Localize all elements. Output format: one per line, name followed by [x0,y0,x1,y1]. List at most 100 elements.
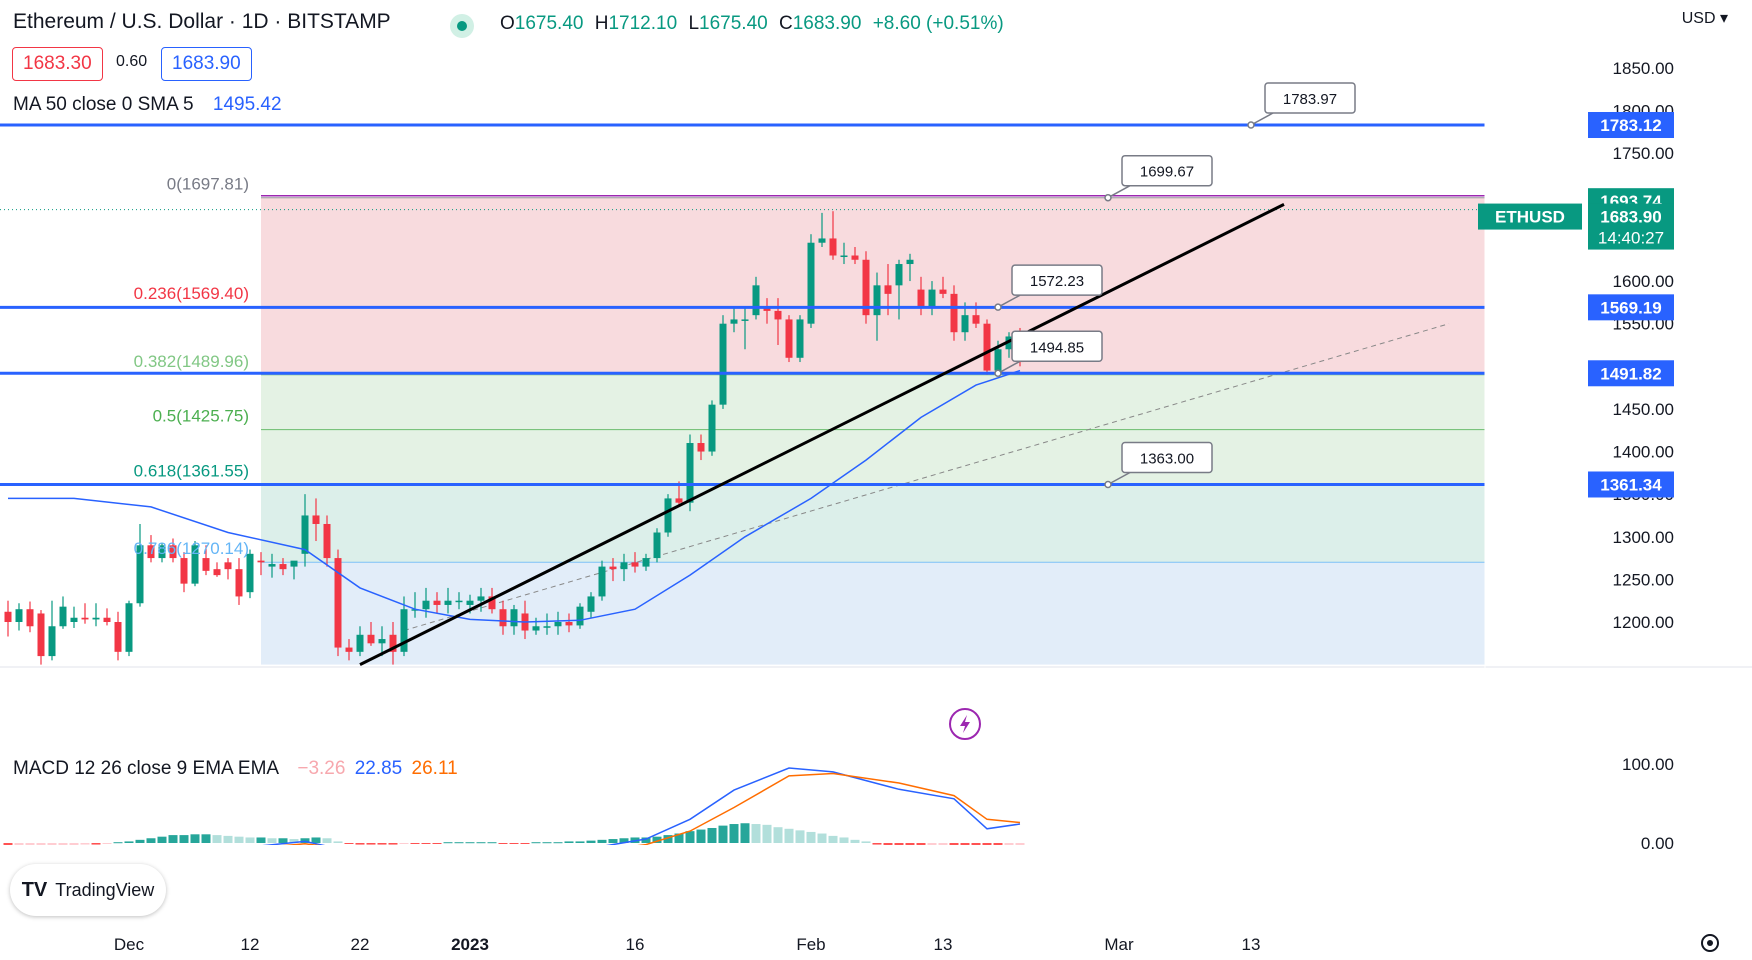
macd-histogram-bar [487,842,497,844]
macd-histogram-bar [564,841,574,843]
candle-body [873,285,881,316]
candle-body [169,545,177,559]
candle-body [103,617,111,622]
candle-body [697,443,705,452]
currency-selector[interactable]: USD ▾ [1682,8,1728,28]
chevron-down-icon: ▾ [1719,10,1728,27]
macd-histogram-bar [773,827,783,843]
callout-pointer [1107,471,1131,486]
currency-label: USD [1681,10,1716,27]
candle-body [367,634,375,644]
macd-histogram-bar [751,824,761,843]
fib-zone [261,562,1485,665]
candle-body [851,255,859,260]
candle-body [609,566,617,570]
macd-histogram-bar [883,843,893,845]
macd-histogram-bar [355,843,365,845]
callout-anchor [994,303,1002,311]
candle-body [356,634,364,652]
main-pane [0,82,1485,666]
candle-body [389,634,397,652]
candle-body [26,609,34,627]
candle-body [719,323,727,405]
level-price-tag-text: 1361.34 [1600,475,1662,494]
macd-histogram-bar [311,837,321,843]
tradingview-logo[interactable]: TV TradingView [10,864,166,916]
callout-pointer [1250,112,1274,126]
candle-body [741,319,749,321]
macd-histogram-bar [421,843,431,844]
level-price-tag [1588,294,1674,321]
fib-level-label: 0.5(1425.75) [153,407,249,426]
candle-body [928,289,936,307]
candle-body [631,562,639,567]
candle-body [895,264,903,286]
macd-histogram-bar [80,843,90,845]
y-tick-label: 1300.00 [1613,528,1674,547]
macd-histogram-bar [520,843,530,844]
macd-histogram-bar [124,841,134,843]
macd-histogram-bar [201,834,211,843]
high-label: H [594,13,609,34]
callout-anchor [1247,121,1255,129]
fib-zone [261,374,1485,430]
fib-level-label: 0.786(1270.14) [134,539,249,558]
candle-body [433,600,441,605]
macd-signal-value: 26.11 [411,758,458,779]
macd-histogram-bar [729,824,739,843]
symbol-title[interactable]: Ethereum / U.S. Dollar · 1D · BITSTAMP [13,10,391,33]
macd-histogram-bar [344,843,354,844]
level-price-tag [1588,112,1674,139]
candle-body [191,545,199,584]
visibility-eye-icon[interactable] [450,14,474,38]
candle-body [818,238,826,243]
macd-histogram-bar [619,838,629,843]
ma-legend[interactable]: MA 50 close 0 SMA 5 1495.42 [13,94,282,116]
x-tick-label: 13 [1242,935,1261,954]
lightning-icon-bolt [960,715,970,733]
macd-histogram-bar [267,838,277,843]
macd-pane [3,767,1025,845]
macd-histogram-bar [333,841,343,843]
macd-histogram-bar [608,839,618,843]
macd-histogram-bar [256,837,266,843]
ma-value: 1495.42 [212,94,282,115]
y-tick-label: 1600.00 [1613,272,1674,291]
macd-tick-label: 0.00 [1641,834,1674,853]
macd-histogram-bar [982,843,992,845]
callout-text: 1699.67 [1140,164,1194,181]
ohlc-readout: O1675.40 H1712.10 L1675.40 C1683.90 +8.6… [500,13,1010,35]
callout-pointer [997,294,1021,308]
candle-body [708,404,716,452]
macd-histogram-bar [443,842,453,844]
candle-body [444,600,452,605]
candle-body [587,596,595,612]
macd-histogram-bar [861,841,871,843]
macd-histogram-bar [927,843,937,845]
close-value: 1683.90 [792,13,862,34]
macd-histogram-bar [542,842,552,844]
macd-histogram-bar [476,842,486,844]
sell-price-box[interactable]: 1683.30 [12,47,103,81]
candle-body [642,558,650,567]
macd-legend[interactable]: MACD 12 26 close 9 EMA EMA −3.26 22.85 2… [13,758,458,780]
buy-price-box[interactable]: 1683.90 [161,47,252,81]
macd-histogram-bar [894,843,904,845]
candle-body [620,562,628,570]
callout-text: 1363.00 [1140,450,1194,467]
settings-gear-icon [1701,934,1719,952]
macd-histogram-bar [366,843,376,845]
candle-body [411,609,419,611]
macd-histogram-bar [597,839,607,843]
macd-histogram-bar [1015,843,1025,845]
candle-body [59,606,67,627]
candle-body [565,622,573,626]
y-tick-label: 1750.00 [1613,144,1674,163]
candle-body [400,609,408,652]
symbol-tag [1478,203,1582,230]
macd-tick-label: 100.00 [1622,755,1674,774]
candle-body [477,596,485,601]
macd-histogram-bar [102,843,112,844]
candle-body [510,609,518,627]
